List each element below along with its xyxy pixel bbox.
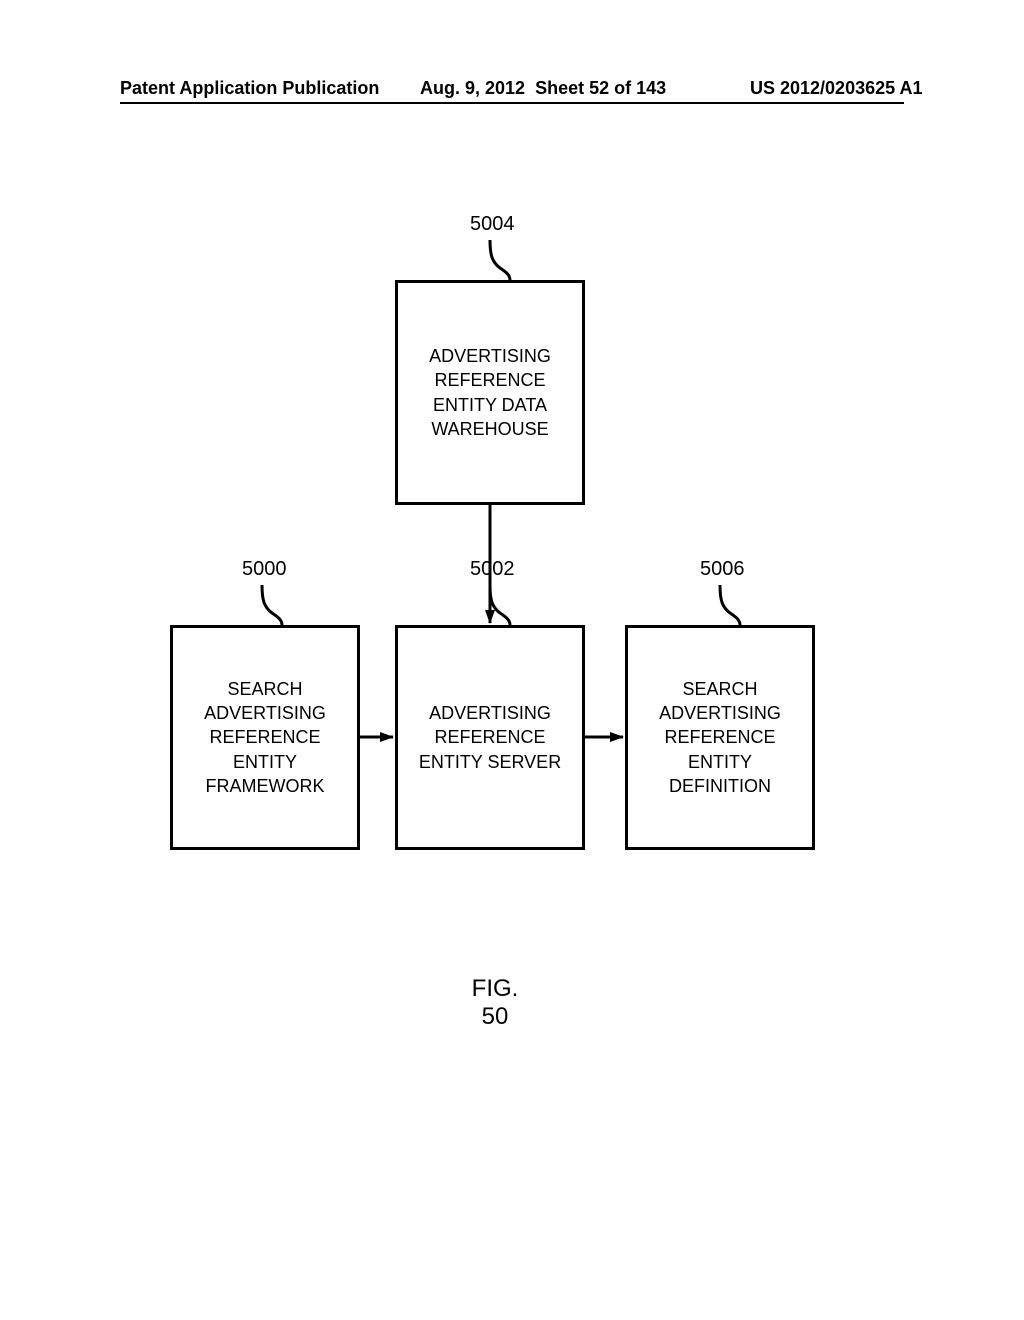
leader-5004 (490, 240, 510, 280)
figure-label: FIG. 50 (445, 975, 545, 1031)
svg-layer (0, 0, 1024, 1320)
leader-5000 (262, 585, 282, 625)
flowchart-diagram: ADVERTISINGREFERENCEENTITY DATAWAREHOUSE… (0, 0, 1024, 1320)
figure-label-line1: FIG. (445, 975, 545, 1003)
leader-5006 (720, 585, 740, 625)
page-root: Patent Application Publication Aug. 9, 2… (0, 0, 1024, 1320)
leader-5002 (490, 585, 510, 625)
figure-label-line2: 50 (445, 1003, 545, 1031)
